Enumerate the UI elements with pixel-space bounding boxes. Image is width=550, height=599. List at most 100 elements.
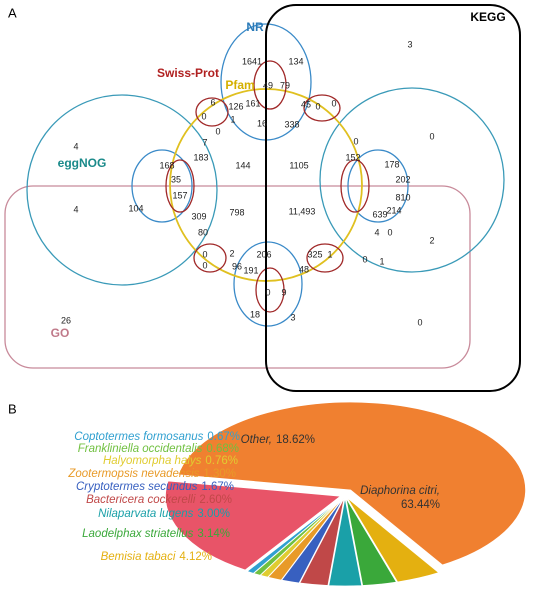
region-count: 6 [210, 97, 215, 107]
region-count: 0 [215, 126, 220, 136]
region-count: 35 [171, 174, 181, 184]
pie-label: Other, 18.62% [241, 434, 315, 446]
category-name: Laodelphax striatellus [82, 528, 193, 540]
value-label: 63.44% [401, 499, 440, 511]
pie-label: Coptotermes formosanus 0.67% [74, 431, 240, 443]
category-name: Other, [241, 434, 272, 446]
region-count: 4 [73, 141, 78, 151]
region-count: 0 [353, 136, 358, 146]
region-count: 168 [159, 160, 174, 170]
nr-set [347, 149, 409, 223]
region-count: 0 [202, 260, 207, 270]
value-label: 3.14% [197, 528, 230, 540]
region-count: 16 [257, 118, 267, 128]
region-count: 325 [307, 249, 322, 259]
region-count: 7 [202, 137, 207, 147]
region-count: 4 [374, 227, 379, 237]
region-count: 126 [228, 101, 243, 111]
region-count: 338 [284, 119, 299, 129]
set-label: eggNOG [58, 156, 107, 170]
eggnog-set [319, 87, 505, 273]
region-count: 1641 [242, 56, 262, 66]
category-name: Frankliniella occidentalis [78, 443, 203, 455]
value-label: 18.62% [276, 434, 315, 446]
panel-label: A [8, 5, 17, 20]
pie-slice [345, 497, 398, 586]
region-count: 202 [395, 174, 410, 184]
region-count: 1 [230, 114, 235, 124]
go-set [4, 185, 471, 369]
region-count: 134 [288, 56, 303, 66]
nr-set [233, 241, 303, 327]
category-name: Bemisia tabaci [101, 551, 176, 563]
value-label: 0.68% [206, 443, 239, 455]
pie-slice [177, 401, 526, 566]
region-count: 191 [243, 265, 258, 275]
pie-label: Diaphorina citri, 63.44% [360, 485, 440, 511]
region-count: 0 [417, 317, 422, 327]
pie-slice [246, 497, 343, 574]
region-count: 178 [384, 159, 399, 169]
pie-label: Laodelphax striatellus 3.14% [82, 528, 230, 540]
region-count: 639 [372, 209, 387, 219]
value-label: 0.76% [205, 455, 238, 467]
category-name: Halyomorpha halys [103, 455, 202, 467]
region-count: 0 [387, 227, 392, 237]
value-label: 3.00% [197, 508, 230, 520]
region-count: 0 [201, 111, 206, 121]
region-count: 80 [198, 227, 208, 237]
region-count: 0 [331, 98, 336, 108]
region-count: 183 [193, 152, 208, 162]
region-count: 1 [379, 256, 384, 266]
region-count: 214 [386, 205, 401, 215]
venn-shapes [4, 4, 521, 392]
swissprot-set [165, 60, 370, 313]
set-label: GO [51, 326, 70, 340]
region-count: 45 [301, 99, 311, 109]
category-name: Cryptotermes secundus [76, 481, 198, 493]
panel-label: B [8, 401, 17, 416]
region-count: 0 [202, 249, 207, 259]
region-count: 96 [232, 261, 242, 271]
set-label: Swiss-Prot [157, 66, 219, 80]
region-count: 26 [61, 315, 71, 325]
region-count: 4 [73, 204, 78, 214]
value-label: 1.30% [203, 468, 236, 480]
pie-label: Bactericera cockerelli 2.60% [86, 494, 232, 506]
pie-label: Zootermopsis nevadensis 1.30% [67, 468, 236, 480]
category-name: Coptotermes formosanus [74, 431, 203, 443]
region-count: 810 [395, 192, 410, 202]
value-label: 2.60% [199, 494, 232, 506]
region-count: 161 [245, 98, 260, 108]
nr-set [131, 149, 193, 223]
set-label: Pfam [225, 78, 254, 92]
region-count: 0 [362, 254, 367, 264]
pie-slice [165, 480, 342, 571]
value-label: 1.67% [201, 481, 234, 493]
region-count: 206 [256, 249, 271, 259]
region-count: 1 [327, 249, 332, 259]
region-count: 48 [299, 264, 309, 274]
pie-label: Cryptotermes secundus 1.67% [76, 481, 234, 493]
region-count: 49 [263, 80, 273, 90]
region-count: 798 [229, 207, 244, 217]
region-count: 104 [128, 203, 143, 213]
pie-label: Frankliniella occidentalis 0.68% [78, 443, 239, 455]
region-count: 79 [280, 80, 290, 90]
region-count: 0 [315, 101, 320, 111]
pie-slice [299, 497, 345, 586]
region-count: 157 [172, 190, 187, 200]
pie-slice [280, 497, 344, 584]
set-label: NR [246, 20, 264, 34]
region-count: 11,493 [289, 206, 316, 216]
region-count: 152 [345, 152, 360, 162]
pie-slice [328, 497, 363, 587]
region-count: 3 [407, 39, 412, 49]
category-name: Diaphorina citri, [360, 485, 440, 497]
region-count: 9 [281, 287, 286, 297]
category-name: Nilaparvata lugens [98, 508, 194, 520]
pie-slice [346, 497, 440, 583]
region-count: 1105 [289, 160, 308, 170]
value-label: 4.12% [179, 551, 212, 563]
